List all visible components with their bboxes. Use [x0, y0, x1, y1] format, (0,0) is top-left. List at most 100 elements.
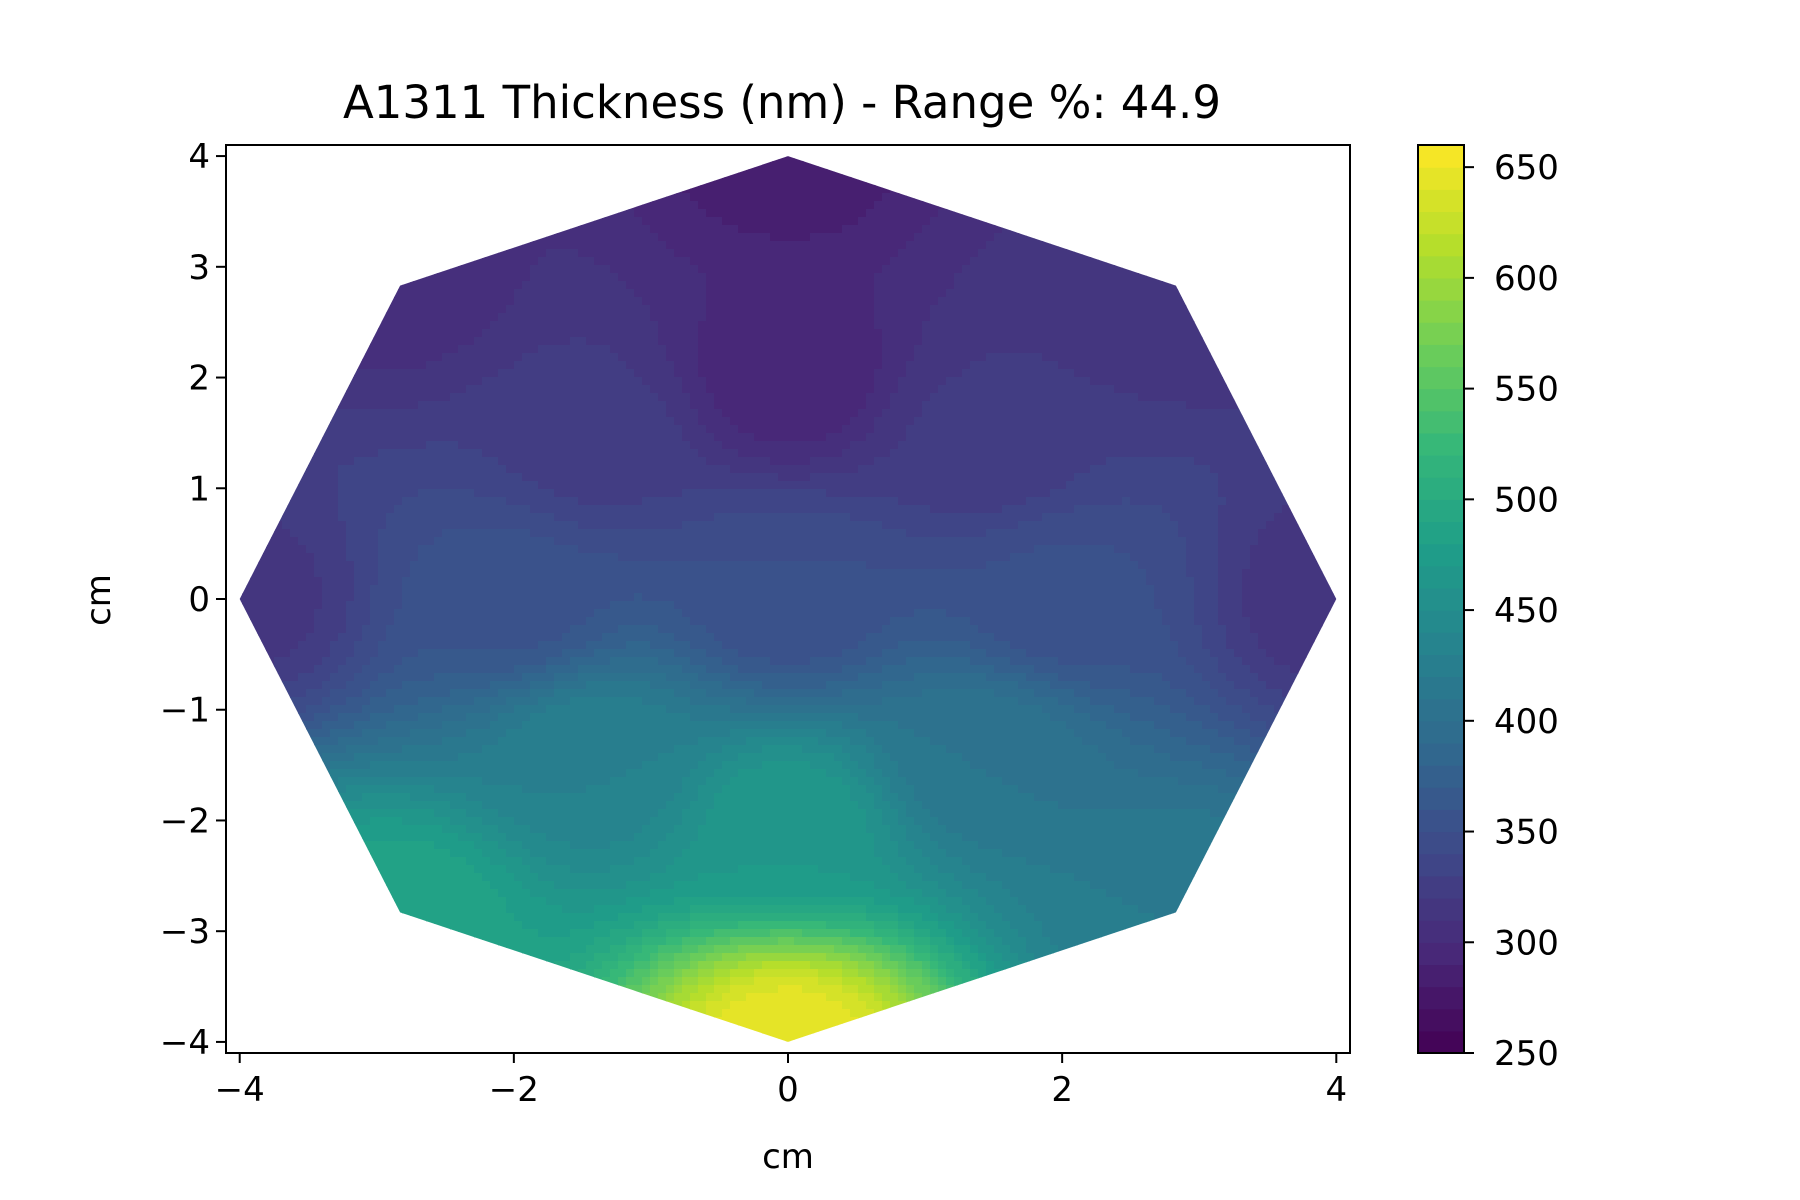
contour-cell	[1242, 369, 1251, 378]
contour-cell	[1186, 409, 1195, 418]
contour-cell	[1242, 345, 1251, 354]
contour-cell	[386, 401, 395, 410]
contour-cell	[298, 233, 307, 242]
contour-cell	[354, 233, 363, 242]
contour-cell	[402, 393, 411, 402]
contour-cell	[762, 385, 771, 394]
contour-cell	[762, 201, 771, 210]
contour-cell	[1218, 209, 1227, 218]
contour-cell	[458, 185, 467, 194]
contour-cell	[1002, 193, 1011, 202]
contour-cell	[1010, 265, 1019, 274]
contour-cell	[322, 225, 331, 234]
contour-cell	[306, 289, 315, 298]
contour-cell	[394, 321, 403, 330]
contour-cell	[506, 249, 515, 258]
contour-cell	[522, 193, 531, 202]
contour-cell	[1258, 233, 1267, 242]
contour-cell	[1146, 209, 1155, 218]
contour-cell	[402, 156, 411, 162]
contour-cell	[1242, 401, 1251, 410]
contour-cell	[239, 185, 243, 194]
contour-cell	[570, 329, 579, 338]
contour-cell	[1290, 177, 1299, 186]
contour-cell	[866, 161, 875, 170]
contour-cell	[946, 361, 955, 370]
contour-cell	[594, 273, 603, 282]
contour-cell	[658, 321, 667, 330]
contour-cell	[298, 241, 307, 250]
contour-cell	[1306, 305, 1315, 314]
contour-cell	[874, 305, 883, 314]
contour-cell	[1226, 409, 1235, 418]
contour-cell	[290, 313, 299, 322]
contour-cell	[402, 313, 411, 322]
contour-cell	[226, 153, 235, 162]
contour-cell	[474, 156, 483, 162]
contour-cell	[762, 273, 771, 282]
contour-cell	[346, 281, 355, 290]
contour-cell	[239, 241, 243, 250]
contour-cell	[242, 257, 251, 266]
contour-cell	[554, 273, 563, 282]
contour-cell	[610, 257, 619, 266]
contour-cell	[1250, 345, 1259, 354]
contour-cell	[1202, 217, 1211, 226]
contour-cell	[634, 265, 643, 274]
contour-cell	[290, 177, 299, 186]
contour-cell	[1290, 385, 1299, 394]
contour-cell	[730, 417, 739, 426]
contour-cell	[378, 225, 387, 234]
contour-cell	[962, 201, 971, 210]
contour-cell	[282, 201, 291, 210]
contour-cell	[706, 209, 715, 218]
contour-cell	[1026, 305, 1035, 314]
contour-cell	[922, 201, 931, 210]
contour-cell	[674, 393, 683, 402]
contour-cell	[786, 177, 795, 186]
contour-cell	[770, 385, 779, 394]
contour-cell	[762, 369, 771, 378]
contour-cell	[1322, 169, 1331, 178]
contour-cell	[386, 265, 395, 274]
contour-cell	[1042, 225, 1051, 234]
contour-cell	[370, 265, 379, 274]
contour-cell	[298, 385, 307, 394]
contour-cell	[746, 161, 755, 170]
contour-cell	[514, 169, 523, 178]
contour-cell	[1250, 305, 1259, 314]
contour-cell	[378, 361, 387, 370]
contour-cell	[722, 305, 731, 314]
contour-cell	[538, 385, 547, 394]
contour-cell	[562, 305, 571, 314]
contour-cell	[1138, 353, 1147, 362]
contour-cell	[338, 145, 347, 154]
contour-cell	[810, 313, 819, 322]
contour-cell	[850, 313, 859, 322]
contour-cell	[898, 281, 907, 290]
contour-cell	[994, 305, 1003, 314]
contour-cell	[1242, 185, 1251, 194]
contour-cell	[1258, 249, 1267, 258]
contour-cell	[898, 225, 907, 234]
contour-cell	[362, 265, 371, 274]
contour-cell	[866, 337, 875, 346]
contour-cell	[1202, 156, 1211, 162]
contour-cell	[690, 417, 699, 426]
contour-cell	[306, 337, 315, 346]
contour-cell	[898, 156, 907, 162]
contour-cell	[1234, 321, 1243, 330]
contour-cell	[922, 321, 931, 330]
contour-cell	[1266, 193, 1275, 202]
contour-cell	[746, 201, 755, 210]
contour-cell	[314, 273, 323, 282]
contour-cell	[954, 345, 963, 354]
contour-cell	[1314, 281, 1323, 290]
contour-cell	[690, 369, 699, 378]
contour-cell	[634, 409, 643, 418]
contour-cell	[546, 353, 555, 362]
contour-cell	[666, 329, 675, 338]
contour-cell	[842, 377, 851, 386]
contour-cell	[634, 281, 643, 290]
contour-cell	[370, 329, 379, 338]
